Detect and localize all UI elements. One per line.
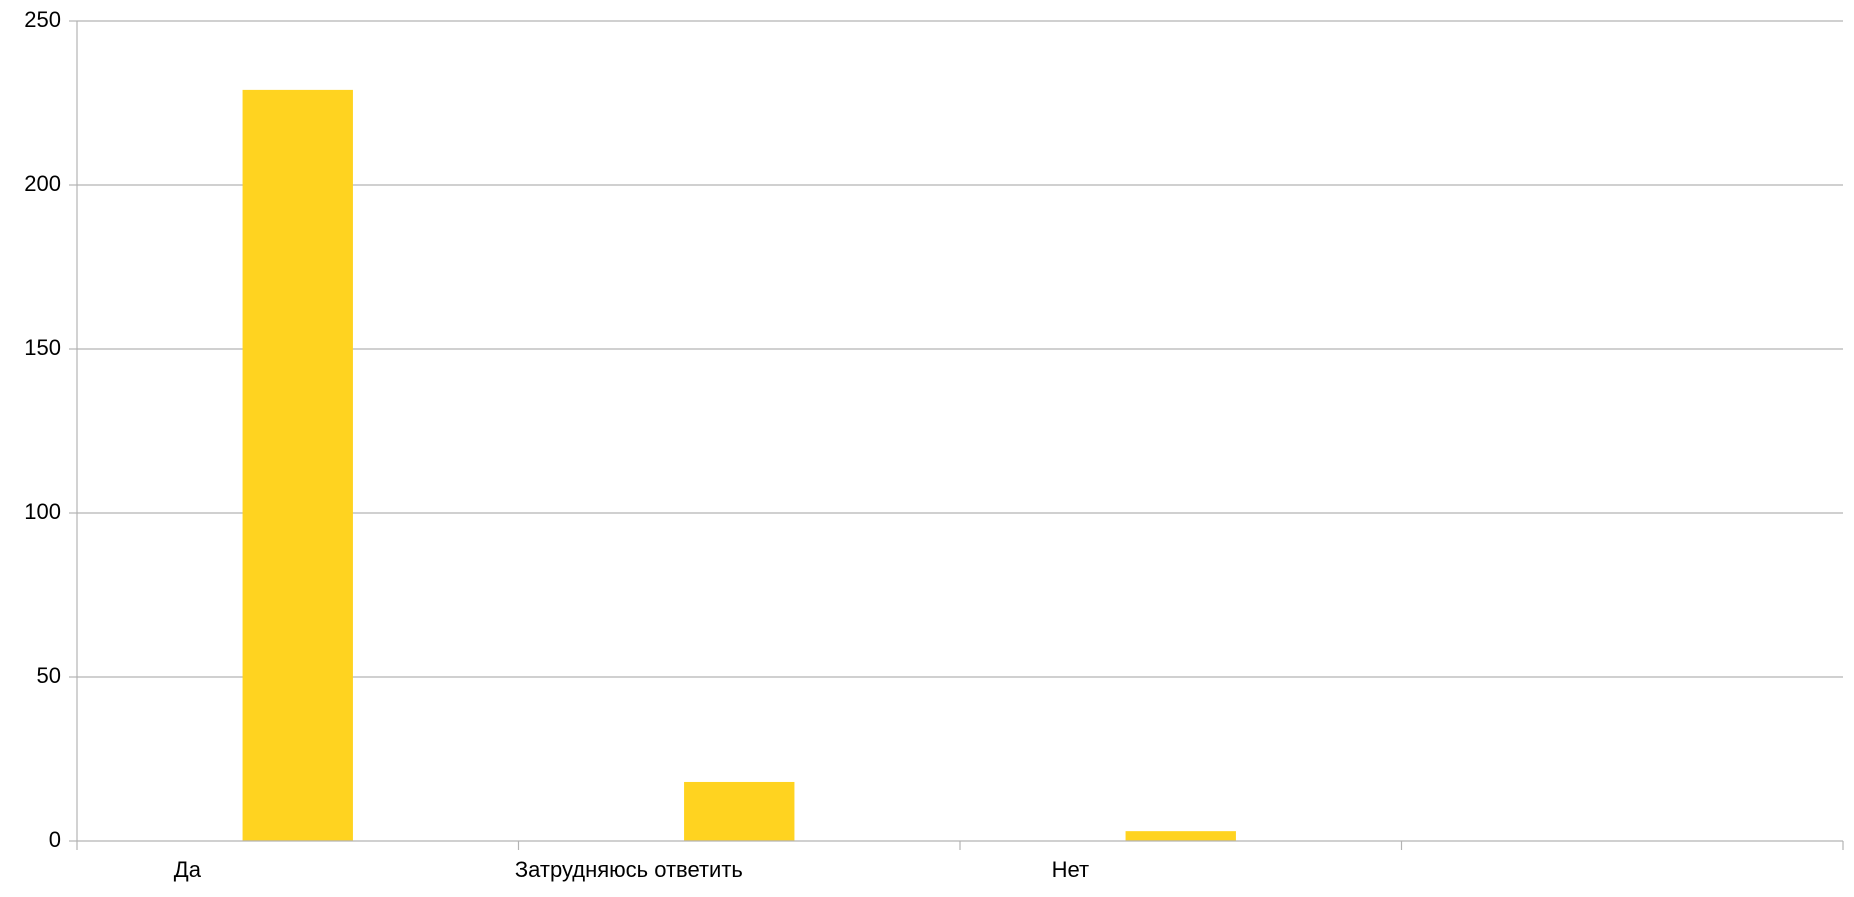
x-axis-tick-labels: Да Затрудняюсь ответить Нет: [174, 857, 1089, 882]
bar: [684, 781, 795, 841]
y-axis-tick-label: 50: [37, 663, 61, 688]
bar: [1125, 831, 1236, 841]
y-axis-tick-label: 250: [24, 7, 61, 32]
x-axis-tick-label: Нет: [1052, 857, 1089, 882]
y-axis-tick-label: 150: [24, 335, 61, 360]
x-axis-tick-label: Затрудняюсь ответить: [515, 857, 743, 882]
y-axis-tick-label: 200: [24, 171, 61, 196]
x-axis-tick-label: Да: [174, 857, 202, 882]
y-axis-tick-labels: 0 50 100 150 200 250: [24, 7, 61, 852]
y-axis-tick-label: 0: [49, 827, 61, 852]
gridlines: [77, 20, 1843, 678]
bars: [242, 89, 1236, 841]
y-axis-tick-label: 100: [24, 499, 61, 524]
bar: [242, 89, 353, 841]
axes: [69, 20, 1844, 850]
